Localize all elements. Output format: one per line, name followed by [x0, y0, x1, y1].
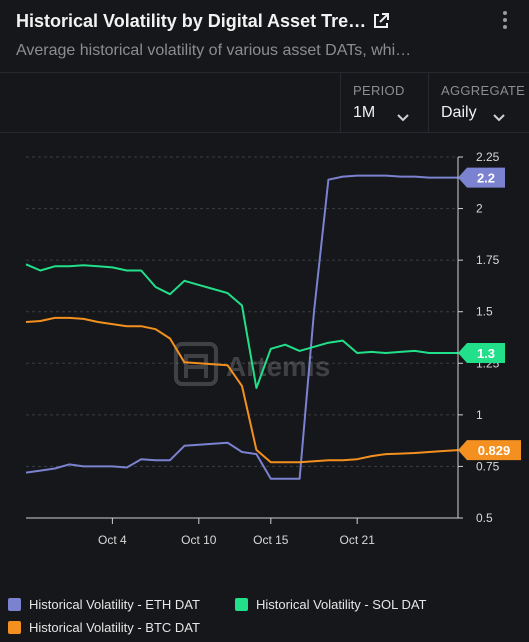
y-tick-label: 1.75 [476, 253, 500, 267]
legend-label-btc: Historical Volatility - BTC DAT [29, 620, 200, 635]
last-value-badge-btc: 0.829 [458, 440, 521, 461]
y-tick-label: 2.25 [476, 150, 500, 164]
badge-value: 1.3 [477, 346, 495, 361]
legend-swatch-btc [8, 621, 21, 634]
chart-area: Artemis 0.5 0.75 1 1.25 1.5 1.75 2 2.25 Oct 4 Oct… [0, 132, 529, 593]
badge-value: 0.829 [478, 443, 511, 458]
aggregate-value: Daily [441, 104, 477, 121]
y-tick-label: 1 [476, 408, 483, 422]
external-link-icon[interactable] [372, 12, 390, 30]
badge-shape [458, 440, 521, 461]
last-value-badge-eth: 2.2 [458, 167, 505, 188]
badge-value: 2.2 [477, 171, 495, 186]
chart-header: Historical Volatility by Digital Asset T… [16, 8, 516, 34]
legend-item-sol[interactable]: Historical Volatility - SOL DAT [235, 597, 427, 612]
legend-swatch-sol [235, 598, 248, 611]
chart-title[interactable]: Historical Volatility by Digital Asset T… [16, 10, 367, 31]
y-tick-label: 0.5 [476, 511, 493, 525]
badge-shape [458, 167, 505, 188]
y-tick-label: 1.5 [476, 305, 493, 319]
period-value: 1M [353, 104, 376, 121]
x-tick-label: Oct 10 [181, 533, 217, 547]
aggregate-label: AGGREGATE [441, 83, 526, 98]
legend-label-eth: Historical Volatility - ETH DAT [29, 597, 200, 612]
artemis-watermark: Artemis [174, 342, 330, 386]
period-label: PERIOD [353, 83, 405, 98]
y-tick-label: 0.75 [476, 459, 500, 473]
more-options-icon[interactable] [500, 8, 510, 32]
aggregate-select[interactable]: AGGREGATE Daily [428, 73, 529, 133]
x-tick-label: Oct 4 [98, 533, 127, 547]
watermark-text: Artemis [226, 351, 330, 382]
badge-shape [458, 342, 505, 363]
legend-item-btc[interactable]: Historical Volatility - BTC DAT [8, 620, 200, 635]
chart-controls: PERIOD 1M AGGREGATE Daily [0, 72, 529, 133]
period-select[interactable]: PERIOD 1M [340, 73, 428, 133]
legend-item-eth[interactable]: Historical Volatility - ETH DAT [8, 597, 200, 612]
x-tick-label: Oct 21 [340, 533, 376, 547]
y-tick-label: 2 [476, 202, 483, 216]
series-line-eth[interactable] [25, 174, 458, 480]
series-line-btc[interactable] [25, 316, 459, 464]
chevron-down-icon [397, 109, 409, 122]
x-tick-label: Oct 15 [253, 533, 289, 547]
legend-swatch-eth [8, 598, 21, 611]
series-line-sol[interactable] [25, 263, 458, 389]
chevron-down-icon [492, 109, 505, 122]
chart-subtitle: Average historical volatility of various… [16, 42, 412, 59]
legend-label-sol: Historical Volatility - SOL DAT [256, 597, 427, 612]
last-value-badge-sol: 1.3 [458, 342, 505, 363]
